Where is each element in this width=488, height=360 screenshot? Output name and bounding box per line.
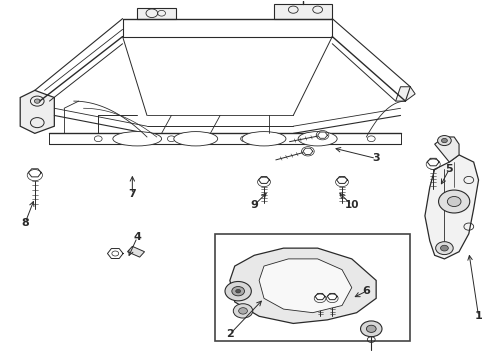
Circle shape [438,190,469,213]
FancyBboxPatch shape [215,234,409,341]
Circle shape [440,245,447,251]
Circle shape [360,321,381,337]
Text: 9: 9 [250,200,258,210]
Polygon shape [395,87,414,101]
Polygon shape [28,169,41,177]
Ellipse shape [298,132,336,146]
Text: 2: 2 [225,329,233,339]
Polygon shape [229,248,375,323]
Polygon shape [336,177,346,183]
Text: 3: 3 [371,153,379,163]
Circle shape [224,282,251,301]
Polygon shape [258,177,269,183]
Polygon shape [315,293,325,300]
Polygon shape [327,293,336,300]
Text: 6: 6 [362,286,369,296]
Polygon shape [20,90,54,134]
Circle shape [238,308,247,314]
Ellipse shape [242,132,285,146]
Ellipse shape [113,132,161,146]
Circle shape [231,287,244,296]
Ellipse shape [173,132,217,146]
Circle shape [437,135,450,145]
Polygon shape [424,155,478,259]
Circle shape [441,138,447,143]
Text: 4: 4 [133,232,141,242]
Circle shape [233,304,252,318]
Circle shape [435,242,452,255]
Text: 5: 5 [445,164,452,174]
Text: 7: 7 [128,189,136,199]
Circle shape [447,197,460,207]
Circle shape [34,99,40,103]
Polygon shape [259,259,351,313]
Polygon shape [137,8,176,19]
Polygon shape [317,132,327,138]
Text: 8: 8 [21,218,29,228]
Polygon shape [273,4,331,19]
Polygon shape [303,148,312,154]
Polygon shape [427,158,438,166]
Circle shape [235,289,240,293]
Polygon shape [107,248,123,258]
Text: 10: 10 [344,200,358,210]
Circle shape [366,325,375,332]
Text: 1: 1 [474,311,482,321]
Polygon shape [434,137,458,162]
Polygon shape [127,246,144,257]
